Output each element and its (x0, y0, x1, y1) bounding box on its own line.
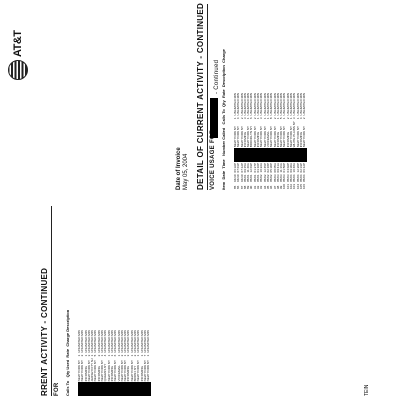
invoice-date-label: Date of Invoice (176, 147, 182, 190)
left-section-title-text: RRENT ACTIVITY - CONTINUED (40, 267, 49, 396)
left-hdr-calls-to: Calls To (65, 380, 70, 396)
left-hdr-qty: Qty (65, 370, 70, 378)
redacted-number (303, 148, 307, 162)
brand-name: AT&T (12, 30, 24, 57)
left-hdr-description: Description (65, 309, 70, 332)
right-section-rule (207, 4, 208, 190)
table-row: 106 05/04 06:12P NEW YORK NY 2 UNLIMITED MIN (302, 92, 307, 190)
table-cell: 106 (302, 183, 307, 189)
table-cell: UNLIMITED MIN (302, 92, 307, 116)
redacted-phone (210, 98, 218, 138)
hdr-time: Time (221, 159, 226, 169)
hdr-rate: Rate (221, 89, 226, 99)
table-row: NEW YORK NY 1 UNLIMITED MIN (146, 329, 151, 396)
brand: AT&T (8, 30, 28, 80)
customer-name: TEIN (364, 384, 370, 396)
left-hdr-charge: Charge (65, 332, 70, 347)
invoice-date-value: May 05, 2004 (183, 153, 189, 190)
table-cell: 2 (302, 117, 307, 120)
left-section-title: RRENT ACTIVITY - CONTINUED (40, 268, 49, 396)
left-hdr-rate: Rate (65, 348, 70, 358)
left-voice-title: FOR (54, 382, 60, 396)
table-cell: NEW YORK NY (302, 126, 307, 148)
right-call-table: 85 04/30 06:32P NEW YORK NY 1 UNLIMITED MIN 8… (233, 92, 307, 190)
table-cell: 06:12P (302, 162, 307, 173)
hdr-calls-to: Calls To (221, 109, 226, 125)
voice-usage-title-text: VOICE USAGE FOR (210, 129, 216, 190)
redacted-number (147, 382, 151, 396)
hdr-date: Date (221, 170, 226, 180)
left-section-rule (51, 206, 52, 396)
right-section-title: DETAIL OF CURRENT ACTIVITY - CONTINUED (196, 3, 205, 190)
voice-usage-title: VOICE USAGE FOR (210, 129, 216, 190)
table-cell: 05/04 (302, 174, 307, 182)
hdr-qty: Qty (221, 100, 226, 107)
right-section-title-text: DETAIL OF CURRENT ACTIVITY - CONTINUED (196, 2, 205, 190)
voice-continued: - Continued (211, 60, 220, 94)
table-cell: UNLIMITED MIN (146, 330, 151, 353)
left-call-table: NEW YORK NY 1 UNLIMITED MIN NEW YORK NY 2 UN… (77, 329, 151, 396)
left-table-header: Calls To Qty Used Rate Charge Descriptio… (65, 206, 70, 396)
invoice-date-block: Date of Invoice May 05, 2004 (176, 147, 190, 190)
att-globe-icon (8, 60, 28, 80)
left-voice-title-text: FOR (54, 382, 60, 396)
right-table-header: Item Date Time Number Called Calls To Qt… (221, 4, 226, 190)
voice-continued-text: - Continued (214, 59, 220, 94)
table-cell: 1 (146, 354, 151, 357)
table-cell: NEW YORK NY (146, 360, 151, 382)
left-hdr-used: Used (65, 359, 70, 370)
hdr-number-called: Number Called (221, 127, 226, 157)
hdr-description: Description (221, 65, 226, 88)
hdr-charge: Charge (221, 49, 226, 63)
hdr-item: Item (221, 181, 226, 190)
